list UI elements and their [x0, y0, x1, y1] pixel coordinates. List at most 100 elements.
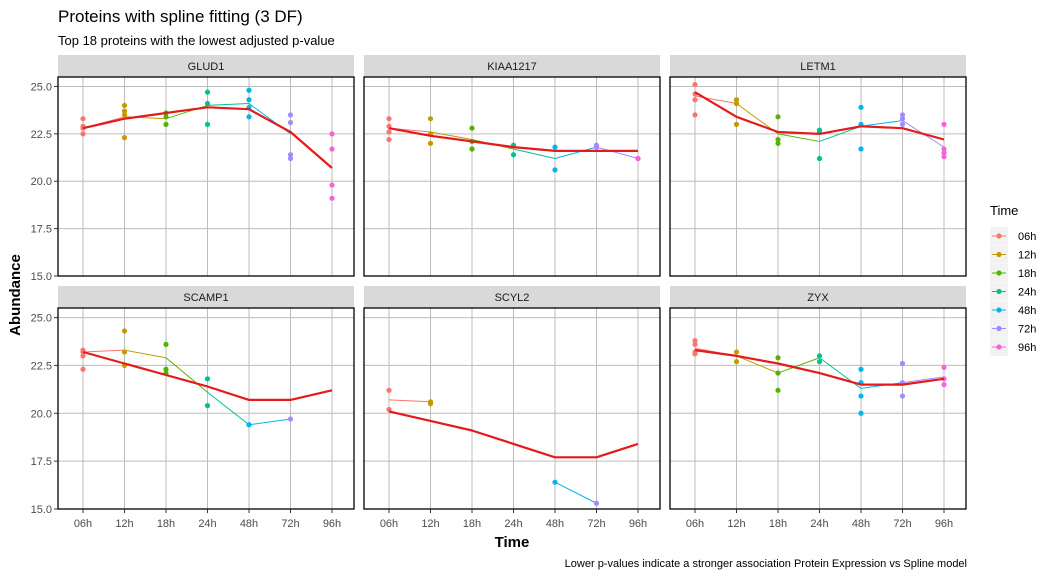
x-tick-label: 48h [852, 518, 870, 530]
data-point [80, 116, 86, 122]
panel-border [57, 307, 355, 510]
legend-item-72h: 72h [990, 319, 1036, 338]
legend-label: 72h [1018, 324, 1036, 336]
x-tick-label: 06h [380, 518, 398, 530]
data-point [858, 146, 864, 152]
facet-strip-label: KIAA1217 [487, 61, 537, 73]
data-point [899, 121, 906, 127]
panel-border [363, 76, 661, 277]
data-point [692, 112, 698, 118]
data-point [246, 114, 252, 120]
data-point [733, 100, 740, 107]
mean-trend-segment [554, 481, 597, 504]
data-point [163, 114, 169, 120]
data-point [163, 341, 169, 347]
y-tick-label: 20.0 [31, 176, 52, 188]
legend-item-18h: 18h [990, 264, 1036, 282]
legend-item-24h: 24h [990, 282, 1036, 301]
mean-trend-segment [248, 418, 291, 426]
data-point [204, 403, 211, 409]
data-point [80, 353, 86, 359]
facet-strip-label: SCAMP1 [183, 292, 228, 304]
data-point [733, 121, 740, 127]
legend-label: 48h [1018, 305, 1036, 317]
data-point [899, 360, 906, 367]
x-tick-label: 96h [323, 518, 341, 530]
spline-fit-line [694, 349, 945, 386]
mean-trend-segment [207, 391, 250, 426]
data-point [816, 155, 823, 162]
x-tick-label: 18h [463, 518, 481, 530]
panel-border [669, 307, 967, 510]
facet-strip-label: LETM1 [800, 61, 835, 73]
spline-fit-line [82, 350, 333, 401]
data-point [552, 479, 558, 485]
facet-strip [364, 55, 660, 77]
data-point [775, 114, 781, 120]
x-tick-label: 24h [198, 518, 216, 530]
legend-key-point [996, 325, 1002, 332]
chart-subtitle: Top 18 proteins with the lowest adjusted… [58, 33, 335, 48]
legend-items: 06h 12h 18h 24h 48h 72h 96h [990, 227, 1036, 356]
data-point [858, 104, 864, 110]
mean-trend-segment [902, 376, 945, 384]
x-tick-label: 48h [240, 518, 258, 530]
x-axis-ticks: 06h 12h 18h 24h 48h 72h 96h 06h 12h 18h 24h 48h 72h 9… [74, 509, 953, 530]
panel-border [363, 307, 661, 510]
legend-item-48h: 48h [990, 301, 1036, 319]
legend-key-point [996, 251, 1002, 258]
data-point [121, 112, 128, 118]
data-point [941, 150, 947, 156]
data-point [593, 500, 600, 506]
facet-strip [58, 286, 354, 308]
legend-label: 06h [1018, 231, 1036, 243]
data-point [733, 349, 740, 355]
facet-strip [670, 55, 966, 77]
data-point [941, 121, 947, 127]
x-tick-label: 12h [115, 518, 133, 530]
data-point [816, 359, 823, 365]
facet-panel-kiaa1217: KIAA1217 [363, 55, 661, 277]
data-point [287, 416, 294, 422]
y-tick-label: 17.5 [31, 224, 52, 236]
data-point [329, 195, 335, 201]
data-point [858, 393, 864, 399]
facet-strip-label: SCYL2 [495, 292, 530, 304]
data-point [692, 97, 698, 103]
x-tick-label: 24h [504, 518, 522, 530]
data-point [775, 136, 781, 143]
data-point [80, 131, 86, 137]
mean-trend-segment [165, 357, 208, 393]
mean-trend-segment [207, 103, 250, 106]
facet-panel-glud1: GLUD1 [57, 55, 355, 277]
data-point [427, 116, 434, 122]
x-tick-label: 72h [587, 518, 605, 530]
x-tick-label: 24h [810, 518, 828, 530]
data-point [733, 97, 740, 103]
x-tick-label: 72h [281, 518, 299, 530]
data-point [121, 349, 128, 355]
x-tick-label: 12h [727, 518, 745, 530]
y-tick-label: 22.5 [31, 360, 52, 372]
data-point [941, 146, 947, 152]
y-tick-label: 15.0 [31, 504, 52, 516]
data-point [775, 387, 781, 393]
legend-label: 24h [1018, 287, 1036, 299]
legend-item-96h: 96h [990, 338, 1036, 356]
x-tick-label: 12h [421, 518, 439, 530]
data-point [329, 146, 335, 152]
legend-label: 18h [1018, 268, 1036, 280]
data-point [816, 353, 823, 359]
data-point [329, 131, 335, 137]
data-point [941, 381, 947, 388]
data-point [204, 121, 211, 127]
data-point [775, 140, 781, 146]
mean-trend-segment [388, 399, 431, 403]
data-point [692, 341, 698, 347]
mean-trend-segment [777, 133, 820, 142]
facet-panel-zyx: ZYX [669, 286, 967, 510]
data-point [386, 116, 392, 122]
data-point [427, 140, 434, 146]
data-point [121, 108, 128, 114]
